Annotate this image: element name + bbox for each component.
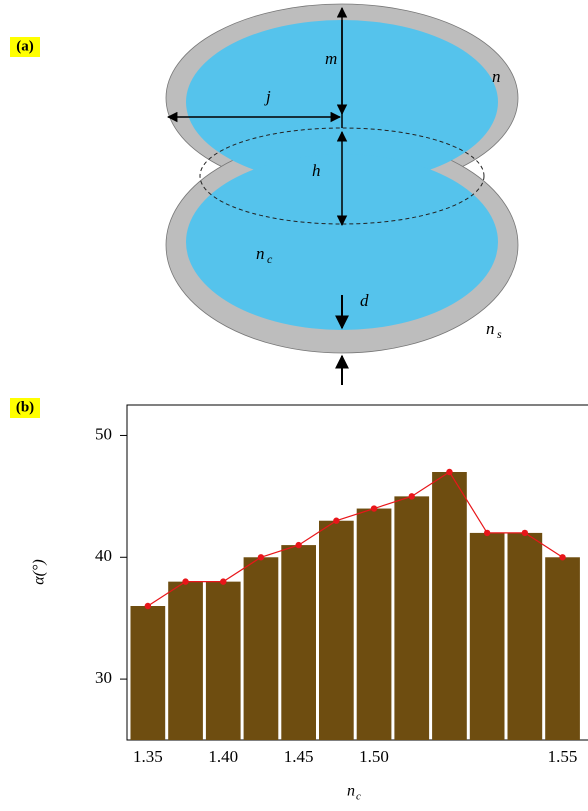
- trend-point: [295, 542, 301, 548]
- trend-point: [182, 578, 188, 584]
- label-ns-sub: s: [497, 327, 502, 341]
- label-n: n: [492, 67, 501, 86]
- y-axis-label: α(°): [31, 559, 48, 584]
- bar: [508, 533, 543, 740]
- trend-point: [559, 554, 565, 560]
- bar: [131, 606, 166, 740]
- label-m: m: [325, 49, 337, 68]
- x-tick-label: 1.35: [133, 747, 163, 766]
- panel-label: (b): [16, 399, 34, 415]
- bar: [545, 557, 580, 740]
- bar: [394, 496, 429, 740]
- bar: [244, 557, 279, 740]
- trend-point: [409, 493, 415, 499]
- label-nc-sub: c: [267, 252, 273, 266]
- bar: [281, 545, 316, 740]
- y-tick-label: 30: [95, 668, 112, 687]
- bar: [470, 533, 505, 740]
- label-ns: n: [486, 319, 495, 338]
- x-tick-label: 1.40: [208, 747, 238, 766]
- trend-point: [446, 469, 452, 475]
- trend-point: [145, 603, 151, 609]
- bar: [319, 521, 354, 740]
- x-tick-label: 1.45: [284, 747, 314, 766]
- x-axis-label: n: [347, 783, 355, 800]
- bar: [357, 509, 392, 740]
- trend-point: [484, 530, 490, 536]
- panel-label: (a): [16, 38, 34, 54]
- diagram: m n j h n c d n s: [166, 4, 518, 385]
- label-j: j: [264, 87, 271, 106]
- trend-point: [333, 518, 339, 524]
- x-axis-label-sub: c: [356, 791, 361, 803]
- label-d: d: [360, 291, 369, 310]
- trend-point: [258, 554, 264, 560]
- figure: (a) m n j h n c d n s (b) α(°) n c 30 40 5…: [0, 0, 588, 811]
- x-tick-label: 1.50: [359, 747, 389, 766]
- x-tick-label: 1.55: [548, 747, 578, 766]
- y-tick-label: 50: [95, 424, 112, 443]
- bar: [168, 582, 203, 740]
- y-tick-label: 40: [95, 546, 112, 565]
- page: (a) m n j h n c d n s (b) α(°) n c 30 40 5…: [0, 0, 588, 811]
- trend-point: [371, 505, 377, 511]
- bar: [432, 472, 467, 740]
- label-h: h: [312, 161, 321, 180]
- trend-point: [522, 530, 528, 536]
- bar: [206, 582, 241, 740]
- trend-point: [220, 578, 226, 584]
- label-nc: n: [256, 244, 265, 263]
